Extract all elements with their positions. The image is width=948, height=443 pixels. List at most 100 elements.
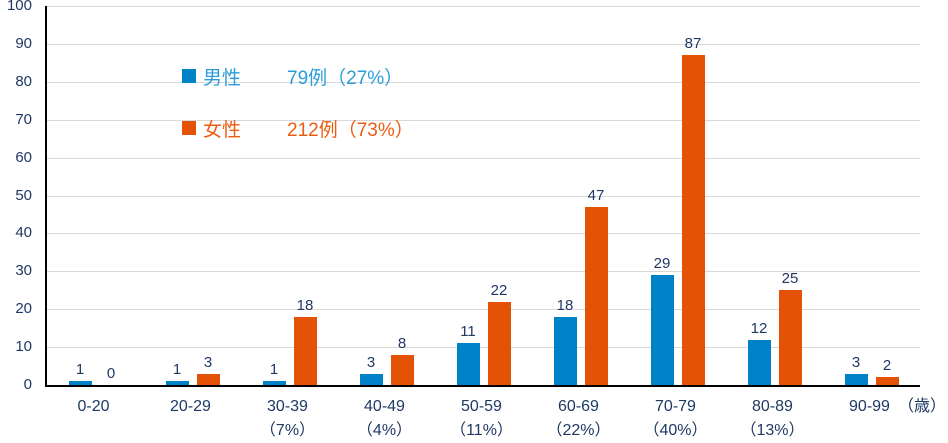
bar-group-30-39: 1 18 bbox=[241, 6, 338, 385]
bar-value-label: 29 bbox=[653, 255, 671, 272]
bar-column-女性-80-89: 25 bbox=[778, 270, 802, 385]
y-tick-label-0: 0 bbox=[23, 376, 32, 393]
bar-column-女性-20-29: 3 bbox=[196, 354, 220, 385]
bar-column-女性-50-59: 22 bbox=[487, 282, 511, 385]
y-tick-label-40: 40 bbox=[15, 224, 32, 242]
bar-column-男性-80-89: 12 bbox=[747, 320, 771, 385]
gridline-20 bbox=[47, 309, 920, 311]
bar-value-label: 12 bbox=[750, 320, 768, 337]
bar-value-label: 18 bbox=[296, 297, 314, 314]
bar-女性-70-79 bbox=[681, 55, 705, 385]
x-percent-label-60-69: （22%） bbox=[546, 422, 611, 439]
bar-group-70-79: 29 87 bbox=[629, 6, 726, 385]
bar-男性-40-49 bbox=[359, 374, 383, 385]
bar-value-label: 3 bbox=[851, 354, 861, 371]
bar-column-男性-90-99: 3 bbox=[844, 354, 868, 385]
bar-女性-60-69 bbox=[584, 207, 608, 385]
y-tick-label-70: 70 bbox=[15, 110, 32, 128]
bar-女性-80-89 bbox=[778, 290, 802, 385]
x-percent-label-30-39: （7%） bbox=[259, 422, 316, 439]
bar-value-label: 47 bbox=[587, 187, 605, 204]
female-series-count: 212例（73%） bbox=[287, 119, 414, 141]
bar-group-80-89: 12 25 bbox=[726, 6, 823, 385]
bar-group-50-59: 11 22 bbox=[435, 6, 532, 385]
bar-value-label: 1 bbox=[75, 361, 85, 378]
bar-column-女性-70-79: 87 bbox=[681, 35, 705, 385]
bar-value-label: 22 bbox=[490, 282, 508, 299]
x-tick-label-50-59: 50-59 bbox=[461, 398, 502, 415]
bar-男性-30-39 bbox=[262, 381, 286, 385]
bar-value-label: 1 bbox=[269, 361, 279, 378]
y-tick-label-80: 80 bbox=[15, 72, 32, 90]
plot-area: 1 0 1 3 1 18 3 8 11 22 18 47 29 87 12 25 3 2 bbox=[45, 6, 920, 387]
gridline-70 bbox=[47, 119, 920, 121]
gridline-40 bbox=[47, 233, 920, 235]
y-tick-label-50: 50 bbox=[15, 186, 32, 204]
female-series-name: 女性 bbox=[203, 119, 242, 141]
bar-男性-50-59 bbox=[456, 343, 480, 385]
gridline-90 bbox=[47, 43, 920, 45]
x-tick-label-20-29: 20-29 bbox=[170, 398, 211, 415]
x-tick-label-90-99: 90-99 bbox=[849, 398, 890, 415]
bar-男性-70-79 bbox=[650, 275, 674, 385]
gridline-80 bbox=[47, 81, 920, 83]
bar-column-男性-70-79: 29 bbox=[650, 255, 674, 385]
bar-女性-50-59 bbox=[487, 302, 511, 385]
bar-group-60-69: 18 47 bbox=[532, 6, 629, 385]
bar-column-女性-0-20: 0 bbox=[100, 365, 123, 385]
bar-value-label: 2 bbox=[882, 357, 892, 374]
bar-男性-90-99 bbox=[844, 374, 868, 385]
gridline-10 bbox=[47, 347, 920, 349]
bar-value-label: 8 bbox=[397, 335, 407, 352]
female-series-marker bbox=[182, 121, 196, 135]
bar-value-label: 87 bbox=[684, 35, 702, 52]
bar-男性-60-69 bbox=[553, 317, 577, 385]
bar-男性-20-29 bbox=[165, 381, 189, 385]
y-tick-label-30: 30 bbox=[15, 262, 32, 280]
x-percent-label-50-59: （11%） bbox=[450, 422, 513, 439]
gridline-100 bbox=[47, 6, 920, 7]
x-percent-label-70-79: （40%） bbox=[643, 422, 708, 439]
bar-男性-0-20 bbox=[68, 381, 92, 385]
x-tick-label-60-69: 60-69 bbox=[558, 398, 599, 415]
bar-女性-20-29 bbox=[196, 374, 220, 385]
male-series-marker bbox=[182, 69, 196, 83]
x-tick-label-40-49: 40-49 bbox=[364, 398, 405, 415]
bar-column-女性-30-39: 18 bbox=[293, 297, 317, 385]
gridline-30 bbox=[47, 271, 920, 273]
y-tick-label-60: 60 bbox=[15, 148, 32, 166]
bar-column-男性-40-49: 3 bbox=[359, 354, 383, 385]
x-tick-label-80-89: 80-89 bbox=[752, 398, 793, 415]
bar-column-男性-0-20: 1 bbox=[68, 361, 92, 385]
bar-column-女性-60-69: 47 bbox=[584, 187, 608, 385]
bar-column-男性-30-39: 1 bbox=[262, 361, 286, 385]
bar-男性-80-89 bbox=[747, 340, 771, 385]
y-tick-label-100: 100 bbox=[6, 0, 32, 14]
legend-item-male: 男性 79例（27%） bbox=[182, 63, 414, 89]
bar-女性-30-39 bbox=[293, 317, 317, 385]
bar-column-男性-60-69: 18 bbox=[553, 297, 577, 385]
y-tick-label-90: 90 bbox=[15, 34, 32, 52]
bar-value-label: 25 bbox=[781, 270, 799, 287]
x-tick-label-30-39: 30-39 bbox=[267, 398, 308, 415]
bar-column-女性-90-99: 2 bbox=[875, 357, 899, 385]
y-tick-label-20: 20 bbox=[15, 300, 32, 318]
x-percent-label-80-89: （13%） bbox=[740, 422, 805, 439]
bar-女性-90-99 bbox=[875, 377, 899, 385]
bar-column-男性-20-29: 1 bbox=[165, 361, 189, 385]
legend-item-female: 女性 212例（73%） bbox=[182, 115, 414, 141]
gridline-50 bbox=[47, 195, 920, 197]
x-tick-label-70-79: 70-79 bbox=[655, 398, 696, 415]
bar-column-男性-50-59: 11 bbox=[456, 323, 480, 385]
legend: 男性 79例（27%） 女性 212例（73%） bbox=[182, 63, 414, 167]
bar-column-女性-40-49: 8 bbox=[390, 335, 414, 385]
male-series-name: 男性 bbox=[203, 67, 242, 89]
x-axis-unit-label: （歳） bbox=[897, 398, 946, 415]
bar-女性-40-49 bbox=[390, 355, 414, 385]
bar-value-label: 18 bbox=[556, 297, 574, 314]
y-axis-tick-labels: 0 10 20 30 40 50 60 70 80 90 100 bbox=[0, 0, 32, 443]
